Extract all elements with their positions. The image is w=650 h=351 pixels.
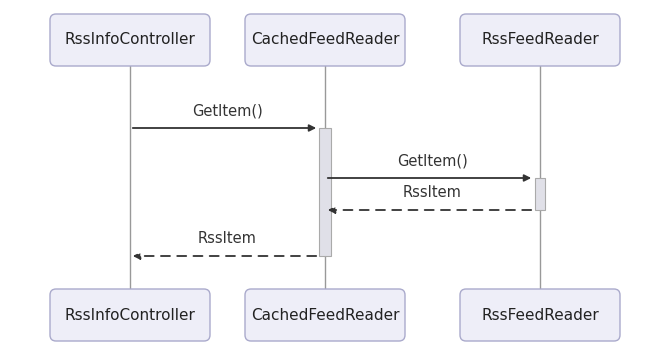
- Text: RssInfoController: RssInfoController: [64, 307, 196, 323]
- Text: GetItem(): GetItem(): [397, 153, 468, 168]
- Text: RssInfoController: RssInfoController: [64, 33, 196, 47]
- Text: RssItem: RssItem: [403, 185, 462, 200]
- Text: RssFeedReader: RssFeedReader: [481, 307, 599, 323]
- Text: GetItem(): GetItem(): [192, 103, 263, 118]
- Text: CachedFeedReader: CachedFeedReader: [251, 33, 399, 47]
- FancyBboxPatch shape: [245, 289, 405, 341]
- Text: CachedFeedReader: CachedFeedReader: [251, 307, 399, 323]
- FancyBboxPatch shape: [460, 14, 620, 66]
- Text: RssItem: RssItem: [198, 231, 257, 246]
- FancyBboxPatch shape: [245, 14, 405, 66]
- Bar: [319, 128, 331, 256]
- FancyBboxPatch shape: [460, 289, 620, 341]
- Text: RssFeedReader: RssFeedReader: [481, 33, 599, 47]
- FancyBboxPatch shape: [50, 14, 210, 66]
- Bar: [535, 178, 545, 210]
- FancyBboxPatch shape: [50, 289, 210, 341]
